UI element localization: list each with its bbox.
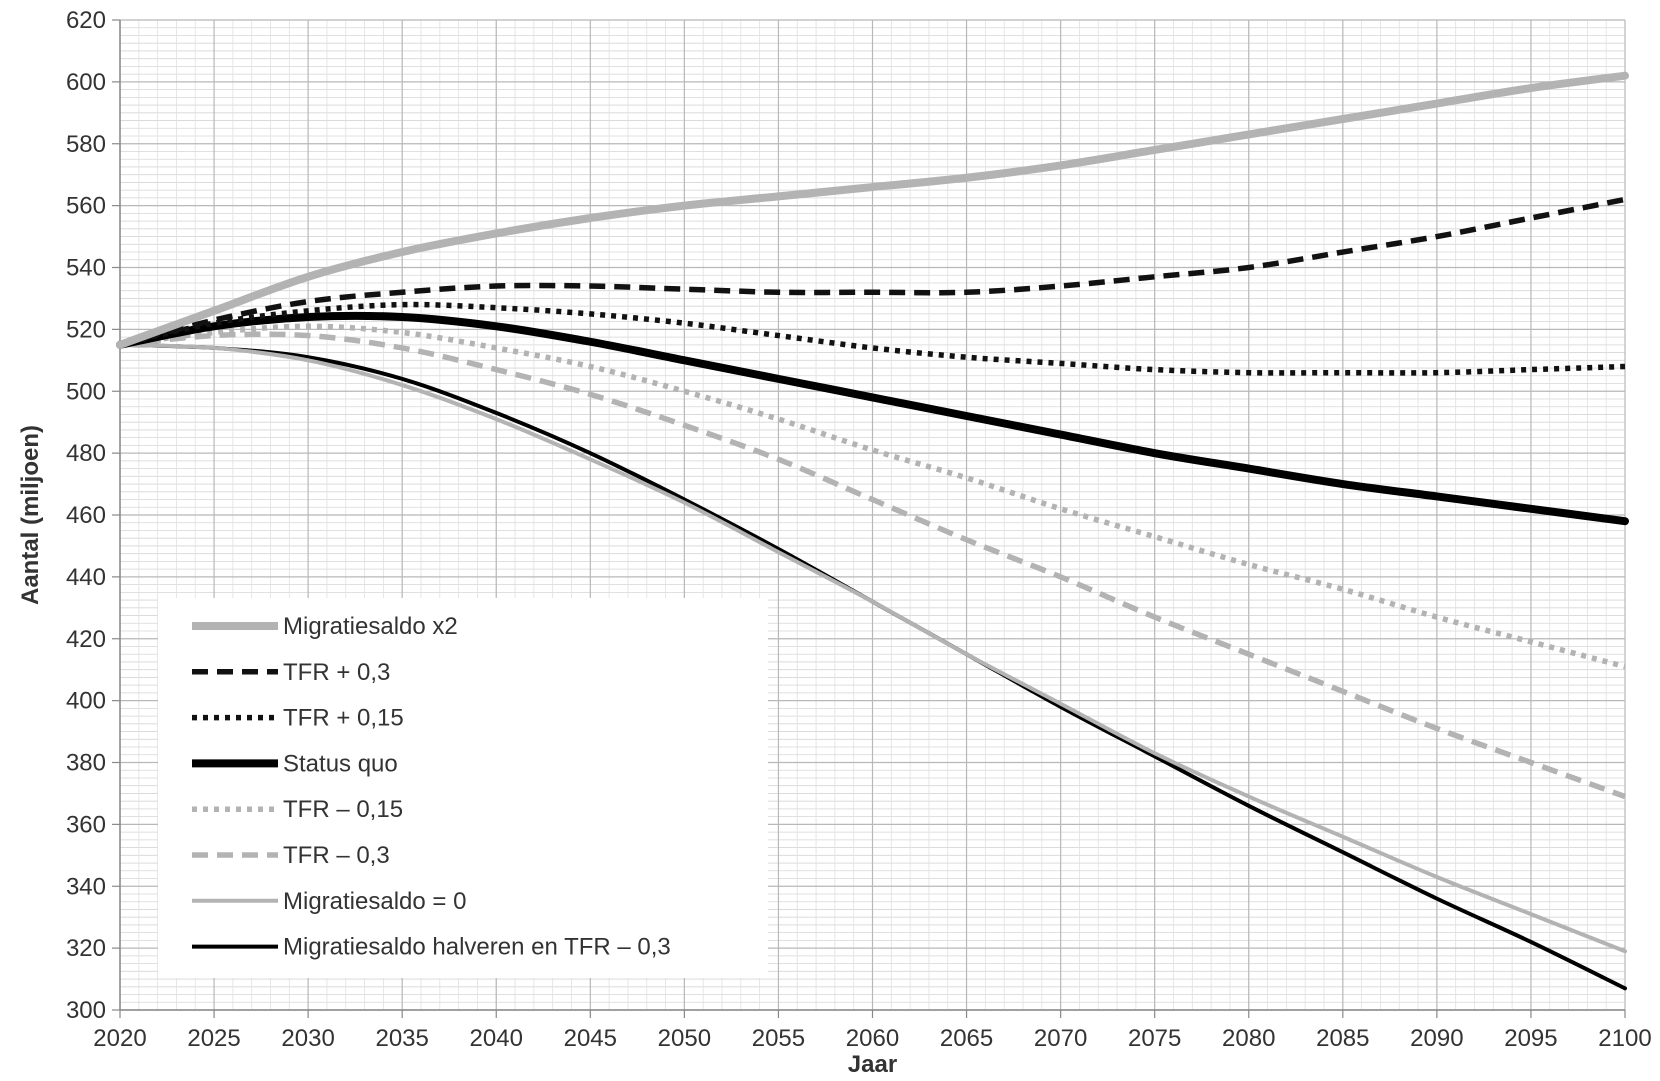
series-line-1 bbox=[116, 71, 1629, 349]
y-tick-label: 400 bbox=[66, 688, 106, 715]
y-axis-title: Aantal (miljoen) bbox=[17, 425, 44, 605]
x-axis-ticks: 2020 2025 2030 2035 2040 2045 2050 2055 2060 2065… bbox=[93, 1010, 1652, 1052]
legend-box bbox=[158, 598, 768, 978]
legend: Migratiesaldo x2 TFR + 0,3 TFR + 0,15 Statu… bbox=[158, 598, 768, 978]
y-tick-label: 540 bbox=[66, 255, 106, 282]
y-tick-label: 520 bbox=[66, 316, 106, 343]
x-tick-label: 2050 bbox=[658, 1025, 711, 1052]
legend-items: Migratiesaldo x2 TFR + 0,3 TFR + 0,15 Statu… bbox=[192, 613, 671, 961]
x-tick-label: 2090 bbox=[1410, 1025, 1463, 1052]
y-tick-label: 420 bbox=[66, 626, 106, 653]
legend-label: TFR + 0,15 bbox=[283, 705, 404, 732]
x-tick-label: 2100 bbox=[1598, 1025, 1651, 1052]
x-tick-label: 2025 bbox=[187, 1025, 240, 1052]
y-tick-label: 340 bbox=[66, 873, 106, 900]
x-tick-label: 2040 bbox=[470, 1025, 523, 1052]
x-tick-label: 2075 bbox=[1128, 1025, 1181, 1052]
x-tick-label: 2085 bbox=[1316, 1025, 1369, 1052]
legend-label: Migratiesaldo halveren en TFR – 0,3 bbox=[283, 934, 671, 961]
x-tick-label: 2095 bbox=[1504, 1025, 1557, 1052]
series-line-6 bbox=[119, 331, 1626, 800]
legend-label: Migratiesaldo = 0 bbox=[283, 888, 466, 915]
y-tick-label: 600 bbox=[66, 69, 106, 96]
x-tick-label: 2030 bbox=[281, 1025, 334, 1052]
legend-label: Migratiesaldo x2 bbox=[283, 613, 458, 640]
x-tick-label: 2065 bbox=[940, 1025, 993, 1052]
series-line-7 bbox=[118, 342, 1627, 954]
x-tick-label: 2045 bbox=[564, 1025, 617, 1052]
legend-label: Status quo bbox=[283, 750, 398, 777]
legend-label: TFR + 0,3 bbox=[283, 659, 390, 686]
legend-label: TFR – 0,15 bbox=[283, 796, 403, 823]
series-line-4 bbox=[116, 311, 1629, 526]
series-line-2 bbox=[119, 196, 1626, 348]
y-tick-label: 360 bbox=[66, 811, 106, 838]
x-tick-label: 2020 bbox=[93, 1025, 146, 1052]
y-tick-label: 620 bbox=[66, 7, 106, 34]
y-tick-label: 320 bbox=[66, 935, 106, 962]
y-tick-label: 480 bbox=[66, 440, 106, 467]
y-tick-label: 300 bbox=[66, 997, 106, 1024]
y-tick-label: 560 bbox=[66, 193, 106, 220]
x-tick-label: 2035 bbox=[375, 1025, 428, 1052]
series-lines bbox=[116, 71, 1629, 991]
series-line-5 bbox=[119, 323, 1626, 670]
x-tick-label: 2055 bbox=[752, 1025, 805, 1052]
x-tick-label: 2060 bbox=[846, 1025, 899, 1052]
y-tick-label: 460 bbox=[66, 502, 106, 529]
x-tick-label: 2070 bbox=[1034, 1025, 1087, 1052]
series-line-3 bbox=[119, 301, 1626, 376]
y-tick-label: 380 bbox=[66, 750, 106, 777]
y-tick-label: 580 bbox=[66, 131, 106, 158]
y-tick-label: 440 bbox=[66, 564, 106, 591]
y-tick-label: 500 bbox=[66, 378, 106, 405]
y-axis-ticks: 300 320 340 360 380 400 420 440 460 480 500 520 540 5… bbox=[66, 7, 120, 1024]
x-tick-label: 2080 bbox=[1222, 1025, 1275, 1052]
x-axis-title: Jaar bbox=[848, 1051, 897, 1078]
legend-label: TFR – 0,3 bbox=[283, 842, 390, 869]
